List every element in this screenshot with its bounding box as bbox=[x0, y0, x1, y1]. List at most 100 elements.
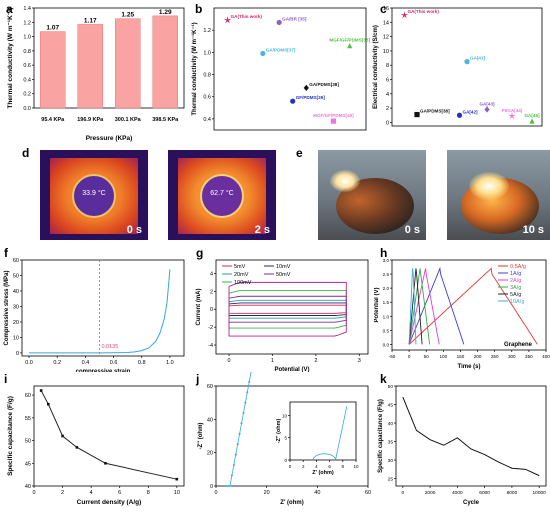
data-point bbox=[231, 474, 233, 476]
y-tick-label: 12 bbox=[383, 35, 389, 41]
data-point bbox=[529, 118, 534, 123]
chart-k: 0 2000 4000 6000 8000 10000 25 30 35 40 45 50 Cycle S… bbox=[374, 372, 550, 512]
x-tick-label: 0.6 bbox=[110, 360, 118, 366]
chart-g: 0 1 2 3 -4 -2 0 2 4 Potential (V) Current (mA) 5mV 1… bbox=[188, 246, 376, 372]
data-point bbox=[242, 412, 244, 414]
x-tick-label: 400 bbox=[542, 354, 550, 359]
legend-label: 100mV bbox=[234, 280, 252, 286]
data-point bbox=[176, 478, 179, 481]
x-axis-label: Cycle bbox=[463, 500, 480, 506]
legend-label: 10A/g bbox=[510, 299, 524, 305]
data-point bbox=[239, 433, 241, 435]
thermal-image-0s: 33.9 °C 0 s bbox=[40, 150, 148, 240]
plot-frame bbox=[22, 260, 184, 356]
x-axis-label: Time (s) bbox=[458, 364, 481, 370]
y-tick-label: 40 bbox=[25, 484, 31, 490]
data-point bbox=[40, 389, 43, 392]
x-tick-label: 8 bbox=[342, 464, 345, 469]
y-tick-label: 20 bbox=[207, 451, 213, 457]
point-label: GA/PDMS[38] bbox=[420, 109, 450, 114]
legend-label: 5A/g bbox=[510, 292, 521, 298]
x-tick-label: 10000 bbox=[533, 490, 547, 496]
y-tick-label: 30 bbox=[13, 304, 19, 310]
y-tick-label: 0.6 bbox=[203, 95, 211, 101]
x-tick-label: 10 bbox=[353, 464, 359, 469]
data-point bbox=[290, 99, 295, 104]
legend-label: 20mV bbox=[234, 272, 249, 278]
x-tick-label: 0 bbox=[401, 490, 404, 496]
data-point bbox=[47, 403, 50, 406]
point-label: GA[41] bbox=[470, 56, 486, 61]
y-tick-label: 8 bbox=[386, 63, 389, 69]
y-tick-label: 20 bbox=[13, 320, 19, 326]
x-tick-label: 8000 bbox=[507, 490, 518, 496]
bar-value-label: 1.07 bbox=[46, 25, 59, 32]
y-tick-label: 1.2 bbox=[203, 28, 211, 34]
y-tick-label: 14 bbox=[383, 20, 389, 26]
time-label: 10 s bbox=[523, 224, 544, 236]
data-point bbox=[235, 454, 237, 456]
data-point bbox=[246, 391, 248, 393]
x-tick-label: 250 bbox=[491, 354, 499, 359]
y-tick-label: 10 bbox=[383, 49, 389, 55]
y-tick-label: 0.8 bbox=[203, 73, 211, 79]
legend-label: 50mV bbox=[276, 272, 291, 278]
panel-label-d: d bbox=[22, 146, 29, 160]
point-label: MGF/GF/PDMS[38] bbox=[329, 38, 370, 43]
y-tick-label: 0.5 bbox=[383, 328, 390, 333]
y-tick-label: 0 bbox=[284, 458, 287, 463]
point-label: GA(This work) bbox=[408, 9, 440, 14]
y-tick-label: 30 bbox=[388, 458, 394, 464]
bar bbox=[153, 16, 178, 108]
point-label: GA[42] bbox=[463, 109, 479, 114]
y-tick-label: 60 bbox=[207, 384, 213, 390]
y-tick-label: 0.0 bbox=[23, 106, 31, 112]
data-point bbox=[104, 462, 107, 465]
chart-f: 0.0 0.2 0.4 0.6 0.8 1.00102030405060compressi… bbox=[0, 246, 190, 372]
x-tick-label: 0.4 bbox=[82, 360, 90, 366]
data-point bbox=[248, 381, 250, 383]
y-tick-label: 50 bbox=[388, 384, 394, 390]
y-tick-label: 1.2 bbox=[23, 20, 31, 26]
flame-photo-10s: 10 s bbox=[447, 150, 550, 240]
x-tick-label: 2 bbox=[314, 358, 317, 364]
y-tick-label: 2 bbox=[386, 106, 389, 112]
y-axis-label: Potential (V) bbox=[374, 287, 380, 322]
y-tick-label: 4 bbox=[210, 271, 213, 277]
x-tick-label: 0.8 bbox=[138, 360, 146, 366]
y-tick-label: 10 bbox=[13, 335, 19, 341]
y-tick-label: 60 bbox=[13, 258, 19, 264]
time-label: 0 s bbox=[405, 224, 420, 236]
y-tick-label: 3.0 bbox=[383, 258, 390, 263]
y-tick-label: 45 bbox=[388, 403, 394, 409]
y-tick-label: 0 bbox=[386, 120, 389, 126]
x-tick-label: 60 bbox=[365, 490, 371, 496]
data-point bbox=[347, 43, 352, 48]
data-point bbox=[229, 485, 231, 487]
x-tick-label: 150 bbox=[457, 354, 465, 359]
y-tick-label: 1.5 bbox=[383, 300, 390, 305]
x-tick-label: 6 bbox=[118, 490, 121, 496]
y-tick-label: 25 bbox=[388, 477, 394, 483]
x-tick-label: 2000 bbox=[425, 490, 436, 496]
y-tick-label: 1.4 bbox=[23, 6, 31, 12]
data-point bbox=[260, 51, 265, 56]
x-tick-label: 350 bbox=[525, 354, 533, 359]
y-tick-label: 40 bbox=[13, 289, 19, 295]
y-tick-label: 4 bbox=[386, 92, 389, 98]
panel-label-e: e bbox=[296, 146, 303, 160]
data-point bbox=[414, 112, 419, 117]
y-tick-label: 50 bbox=[25, 439, 31, 445]
x-tick-label: 0.0 bbox=[25, 360, 33, 366]
temperature-label: 62.7 °C bbox=[202, 190, 242, 197]
data-point bbox=[61, 435, 64, 438]
bar bbox=[115, 19, 140, 108]
y-tick-label: -4 bbox=[208, 343, 213, 349]
chart-b: 0.40.60.81.01.2Thermal conductivity (W m… bbox=[188, 0, 373, 145]
y-axis-label: Thermal conductivity (W m⁻¹K⁻¹) bbox=[191, 22, 198, 115]
chart-h: -50 0 50 100 150 200 250 300 350 4000.00.51.01.52… bbox=[374, 246, 550, 372]
x-tick-label: 398.5 KPa bbox=[152, 117, 179, 123]
data-point bbox=[484, 106, 489, 112]
chart-c: 0246810121416Electrical conductivity (S/… bbox=[372, 0, 550, 145]
point-label: GA(This work) bbox=[231, 14, 263, 19]
